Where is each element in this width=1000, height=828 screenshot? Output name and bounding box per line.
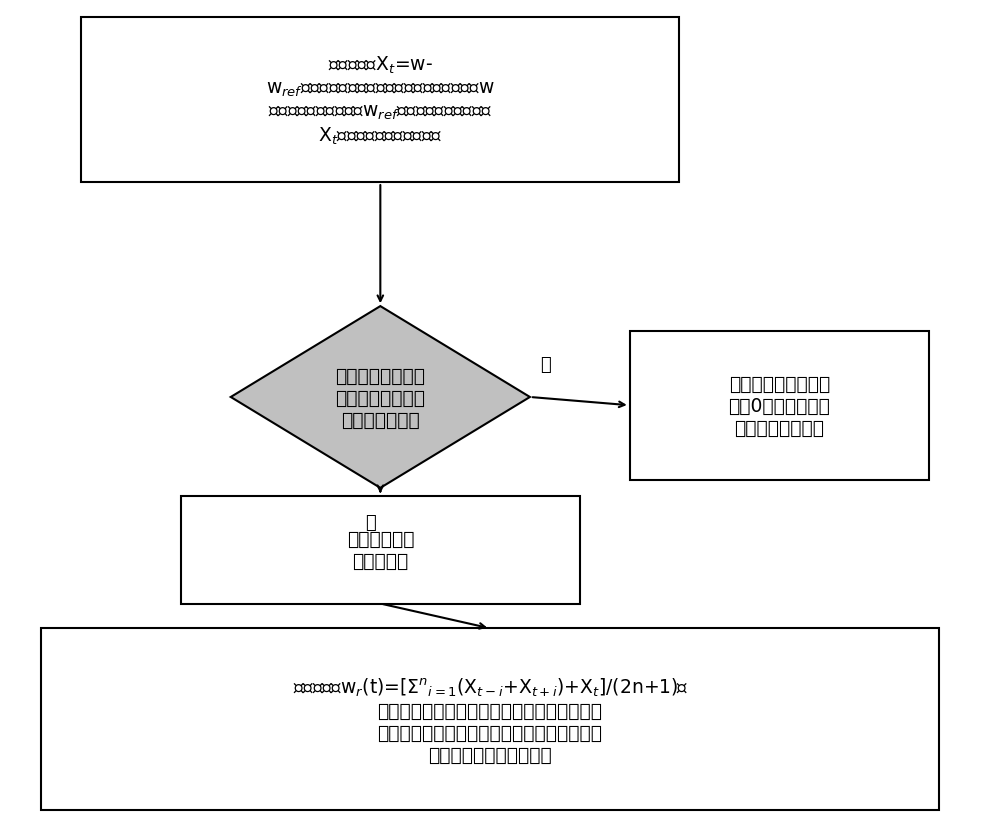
FancyBboxPatch shape [181, 497, 580, 604]
FancyBboxPatch shape [41, 628, 939, 810]
Text: 判断冷泉流体喷发
速度是否远大于环
境参考垂向流速: 判断冷泉流体喷发 速度是否远大于环 境参考垂向流速 [335, 366, 425, 429]
Text: 通过公式：w$_r$(t)=[$\Sigma$$^n$$_{i=1}$(X$_{t-i}$+X$_{t+i}$)+X$_t$]/(2n+1)对
冷泉观测装置在若: 通过公式：w$_r$(t)=[$\Sigma$$^n$$_{i=1}$(X$_{… [293, 675, 688, 763]
FancyBboxPatch shape [630, 331, 929, 480]
Text: 标记当前时间
为喷发时间: 标记当前时间 为喷发时间 [347, 530, 414, 570]
Polygon shape [231, 306, 530, 489]
Text: 根据公式：X$_t$=w-
w$_{ref}$进行计算，得到冷泉流体喷发速度，其中，w
为冷泉流体喷发速度，w$_{ref}$为环境参考垂向流速，
X$_t$为: 根据公式：X$_t$=w- w$_{ref}$进行计算，得到冷泉流体喷发速度，其… [266, 55, 495, 147]
Text: 判定冷泉流体喷发速
度为0，并标记当前
时间为未喷发时间: 判定冷泉流体喷发速 度为0，并标记当前 时间为未喷发时间 [728, 374, 830, 437]
Text: 否: 否 [540, 355, 551, 373]
FancyBboxPatch shape [81, 18, 679, 183]
Text: 是: 是 [365, 513, 376, 531]
